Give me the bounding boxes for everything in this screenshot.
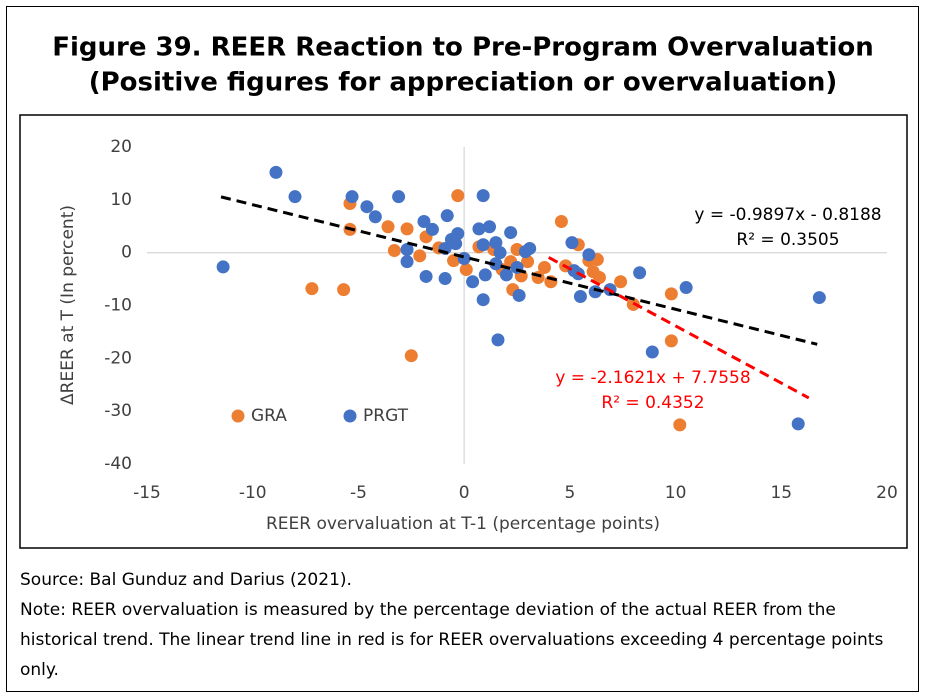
scatter-point — [483, 220, 497, 234]
scatter-point — [493, 246, 507, 260]
x-tick-label: -10 — [239, 483, 267, 503]
scatter-point — [413, 249, 427, 263]
scatter-point — [345, 190, 359, 204]
scatter-point — [417, 214, 431, 228]
scatter-point — [504, 226, 518, 240]
notes: Source: Bal Gunduz and Darius (2021). No… — [20, 565, 910, 685]
scatter-point — [812, 291, 826, 305]
figure-frame — [6, 6, 919, 692]
scatter-point — [447, 254, 461, 268]
scatter-point — [381, 220, 395, 234]
scatter-point — [459, 263, 473, 277]
scatter-point — [614, 275, 628, 289]
scatter-point — [449, 237, 463, 251]
trend-line — [220, 195, 818, 346]
scatter-point — [419, 269, 433, 283]
scatter-point — [573, 290, 587, 304]
scatter-point — [679, 281, 693, 295]
scatter-point — [664, 334, 678, 348]
y-tick-label: -10 — [104, 296, 132, 316]
scatter-point — [565, 236, 579, 250]
legend-marker — [343, 409, 357, 423]
x-tick-label: -5 — [350, 483, 367, 503]
scatter-point — [438, 272, 452, 286]
scatter-point — [633, 266, 647, 280]
scatter-point — [512, 288, 526, 302]
scatter-point — [269, 165, 283, 179]
scatter-point — [400, 222, 414, 236]
scatter-point — [400, 255, 414, 269]
scatter-point — [472, 222, 486, 236]
scatter-point — [457, 251, 471, 265]
scatter-point — [664, 287, 678, 301]
x-tick-label: 10 — [665, 483, 687, 503]
x-axis-label: REER overvaluation at T-1 (percentage po… — [266, 514, 660, 534]
scatter-point — [523, 241, 537, 255]
scatter-point — [521, 255, 535, 269]
legend-marker — [231, 409, 245, 423]
y-tick-label: -20 — [104, 348, 132, 368]
scatter-point — [588, 285, 602, 299]
scatter-point — [489, 236, 503, 250]
y-tick-label: 10 — [110, 190, 132, 210]
source: Source: Bal Gunduz and Darius (2021). — [20, 570, 352, 590]
scatter-point — [425, 222, 439, 236]
scatter-point — [537, 260, 551, 274]
scatter-point — [466, 275, 480, 289]
scatter-point — [451, 227, 465, 241]
chart: Figure 39. REER Reaction to Pre-Program … — [19, 33, 908, 549]
scatter-point — [554, 214, 568, 228]
scatter-point — [368, 210, 382, 224]
scatter-point — [491, 333, 505, 347]
scatter-point — [476, 238, 490, 252]
trend-r2: R² = 0.4352 — [601, 393, 704, 413]
scatter-point — [499, 268, 513, 282]
trend-equation: y = -0.9897x - 0.8188 — [694, 205, 881, 225]
scatter-point — [673, 418, 687, 432]
note: Note: REER overvaluation is measured by … — [20, 600, 884, 680]
y-tick-label: 0 — [121, 243, 132, 263]
scatter-point — [387, 244, 401, 258]
x-tick-label: 15 — [770, 483, 792, 503]
y-axis-label: ΔREER at T (In percent) — [58, 205, 78, 405]
y-tick-label: -40 — [104, 454, 132, 474]
legend-label: PRGT — [363, 406, 409, 426]
scatter-point — [400, 242, 414, 256]
scatter-point — [288, 190, 302, 204]
trend-r2: R² = 0.3505 — [736, 230, 839, 250]
chart-frame — [19, 114, 908, 549]
scatter-point — [489, 257, 503, 271]
x-tick-label: 5 — [564, 483, 575, 503]
scatter-point — [476, 293, 490, 307]
y-tick-label: 20 — [110, 137, 132, 157]
scatter-point — [216, 260, 230, 274]
y-tick-label: -30 — [104, 401, 132, 421]
scatter-point — [478, 268, 492, 282]
x-tick-label: 0 — [459, 483, 470, 503]
chart-subtitle: (Positive figures for appreciation or ov… — [89, 68, 838, 98]
scatter-point — [305, 282, 319, 296]
scatter-point — [645, 345, 659, 359]
scatter-point — [582, 248, 596, 262]
legend-label: GRA — [251, 406, 287, 426]
scatter-point — [440, 209, 454, 223]
scatter-point — [404, 349, 418, 363]
scatter-point — [337, 283, 351, 297]
scatter-point — [392, 190, 406, 204]
trend-line — [548, 256, 810, 400]
x-tick-label: -15 — [133, 483, 161, 503]
chart-title: Figure 39. REER Reaction to Pre-Program … — [52, 33, 874, 63]
scatter-point — [791, 417, 805, 431]
scatter-point — [592, 270, 606, 284]
x-tick-label: 20 — [876, 483, 898, 503]
scatter-point — [360, 200, 374, 214]
scatter-point — [476, 189, 490, 203]
trend-equation: y = -2.1621x + 7.7558 — [555, 368, 750, 388]
scatter-point — [451, 189, 465, 203]
